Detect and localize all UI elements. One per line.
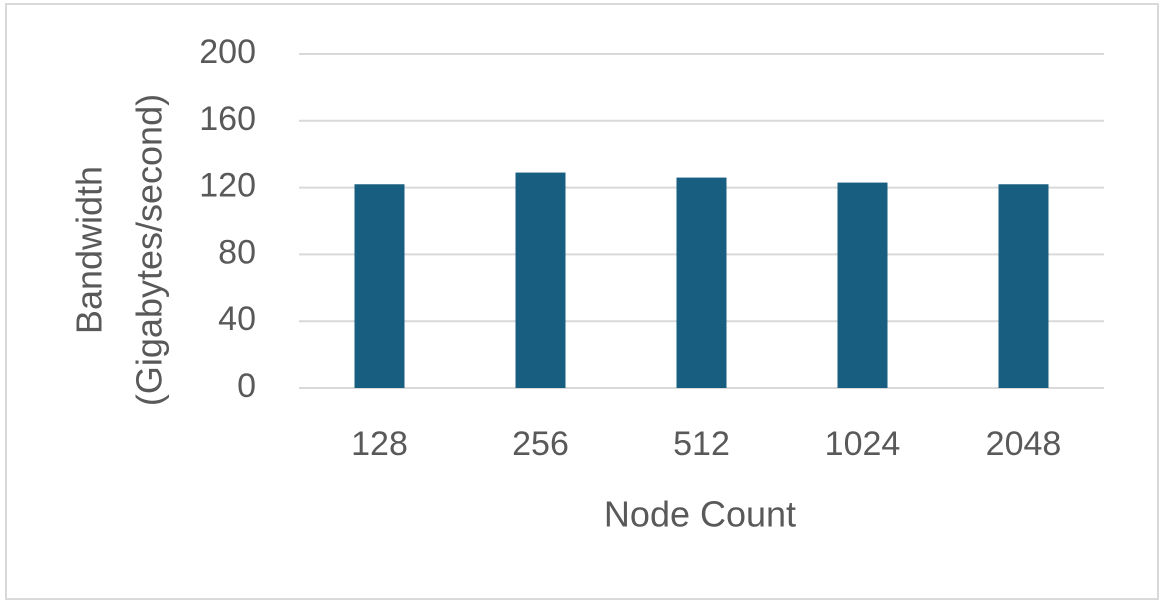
x-tick-label: 2048 — [986, 425, 1062, 463]
bar — [354, 184, 405, 388]
x-tick-label: 1024 — [825, 425, 901, 463]
bar — [998, 184, 1049, 388]
bar — [837, 182, 888, 388]
y-tick-label: 160 — [199, 100, 256, 138]
y-tick-label: 80 — [218, 233, 256, 271]
y-tick-label: 120 — [199, 167, 256, 205]
y-tick-label: 200 — [199, 33, 256, 71]
y-tick-label: 40 — [218, 300, 256, 338]
bar — [676, 177, 727, 388]
chart-frame — [5, 3, 1159, 600]
x-tick-label: 256 — [512, 425, 569, 463]
y-axis-title-line: (Gigabytes/second) — [129, 94, 170, 406]
y-tick-label: 0 — [237, 367, 256, 405]
x-axis-title: Node Count — [604, 494, 796, 535]
x-tick-label: 512 — [673, 425, 730, 463]
x-tick-label: 128 — [351, 425, 408, 463]
y-axis-title-line: Bandwidth — [69, 166, 110, 334]
bar — [515, 172, 566, 388]
y-axis-title: Bandwidth (Gigabytes/second) — [69, 94, 170, 406]
